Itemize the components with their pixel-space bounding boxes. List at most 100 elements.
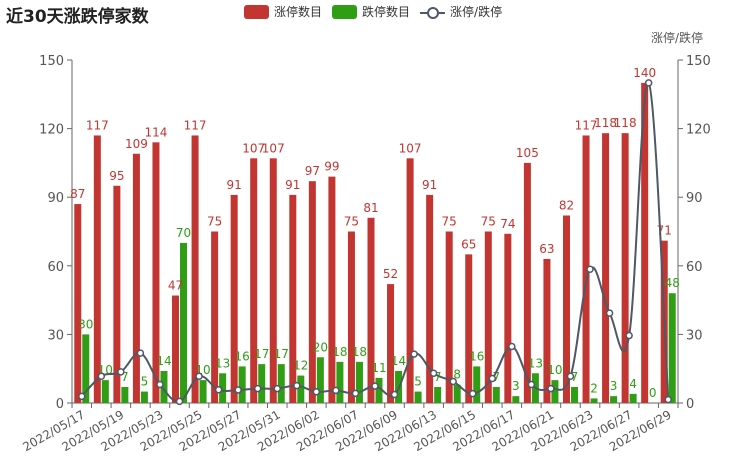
bar-limit-up-1 — [93, 135, 101, 403]
y-tick-label-right: 90 — [686, 191, 703, 206]
bar-limit-down-14 — [355, 361, 363, 403]
bar-limit-up-12 — [308, 181, 316, 403]
bar-label-limit-up-6: 117 — [184, 118, 207, 132]
bar-label-limit-up-12: 97 — [305, 164, 320, 178]
ratio-point-7 — [214, 385, 223, 394]
legend-swatch-ratio — [420, 5, 446, 19]
bar-limit-up-22 — [504, 233, 512, 403]
bar-label-limit-down-28: 4 — [629, 377, 637, 391]
bar-limit-up-7 — [211, 231, 219, 403]
ratio-point-16 — [390, 390, 399, 399]
bar-label-limit-down-7: 13 — [215, 356, 230, 370]
bar-label-limit-down-24: 10 — [547, 363, 562, 377]
ratio-point-0 — [78, 392, 86, 401]
bar-label-limit-up-15: 81 — [363, 201, 378, 215]
bar-limit-down-13 — [336, 361, 344, 403]
bar-label-limit-down-23: 13 — [528, 356, 543, 370]
ratio-point-18 — [429, 369, 438, 378]
bar-label-limit-down-16: 14 — [391, 354, 406, 368]
bar-label-limit-down-9: 17 — [254, 347, 269, 361]
bar-label-limit-up-22: 74 — [500, 217, 515, 231]
bar-label-limit-down-20: 16 — [469, 349, 484, 363]
bar-label-limit-down-0: 30 — [78, 317, 93, 331]
bar-limit-down-22 — [512, 396, 520, 403]
ratio-point-10 — [273, 384, 282, 393]
bar-limit-down-28 — [629, 393, 637, 403]
bar-label-limit-down-10: 17 — [274, 347, 289, 361]
y-tick-label-left: 150 — [39, 54, 64, 69]
ratio-line — [81, 81, 670, 403]
ratio-point-27 — [605, 309, 614, 317]
bar-limit-down-24 — [551, 380, 559, 403]
bar-limit-up-15 — [367, 217, 375, 403]
ratio-point-5 — [175, 397, 184, 406]
bar-limit-down-3 — [140, 391, 148, 403]
bar-limit-down-21 — [492, 386, 500, 403]
bar-label-limit-up-16: 52 — [383, 267, 398, 281]
legend-swatch-limit-down — [332, 4, 358, 19]
bar-label-limit-down-2: 7 — [121, 370, 129, 384]
bar-limit-down-6 — [199, 380, 207, 403]
y-tick-label-right: 60 — [686, 260, 703, 275]
bar-limit-up-2 — [113, 185, 121, 403]
bar-label-limit-up-20: 65 — [461, 237, 476, 251]
bar-label-limit-down-29: 0 — [649, 386, 657, 400]
legend-item-ratio[interactable]: 涨停/跌停 — [420, 3, 502, 20]
bar-limit-down-18 — [434, 386, 442, 403]
bar-label-limit-up-8: 91 — [227, 178, 242, 192]
bar-label-limit-up-1: 117 — [86, 118, 109, 132]
bar-label-limit-down-26: 2 — [590, 381, 598, 395]
ratio-point-2 — [117, 368, 125, 376]
bar-limit-up-20 — [465, 254, 473, 403]
bar-label-limit-up-5: 47 — [168, 279, 183, 293]
bar-limit-up-14 — [347, 231, 355, 403]
bar-limit-down-19 — [453, 384, 461, 403]
ratio-point-17 — [410, 350, 418, 358]
legend-label-ratio: 涨停/跌停 — [450, 5, 503, 19]
bar-label-limit-up-7: 75 — [207, 215, 222, 229]
bar-limit-down-9 — [258, 364, 266, 403]
bar-limit-up-26 — [582, 135, 590, 403]
bar-limit-down-2 — [121, 386, 129, 403]
bar-label-limit-up-24: 63 — [539, 242, 554, 256]
bar-label-limit-down-14: 18 — [352, 345, 367, 359]
bar-limit-down-12 — [316, 357, 324, 403]
bar-limit-down-17 — [414, 391, 422, 403]
ratio-point-3 — [136, 349, 145, 357]
bar-limit-down-25 — [570, 386, 578, 403]
y-tick-label-left: 30 — [47, 328, 64, 343]
bar-label-limit-down-11: 12 — [293, 359, 308, 373]
bar-limit-up-29 — [641, 82, 649, 403]
bar-limit-down-4 — [160, 370, 168, 403]
bar-label-limit-down-22: 3 — [512, 379, 520, 393]
y-tick-label-left: 60 — [47, 260, 64, 275]
bar-limit-up-21 — [484, 231, 492, 403]
bar-label-limit-up-13: 99 — [324, 160, 339, 174]
bar-limit-up-18 — [426, 194, 434, 403]
bar-label-limit-down-8: 16 — [235, 349, 250, 363]
y-tick-label-right: 0 — [686, 397, 694, 412]
y-tick-label-right: 150 — [686, 54, 711, 69]
bar-limit-up-27 — [602, 133, 610, 403]
bar-label-limit-down-4: 14 — [156, 354, 171, 368]
ratio-point-8 — [234, 386, 242, 394]
bar-label-limit-down-30: 48 — [665, 276, 680, 290]
ratio-point-21 — [488, 374, 497, 383]
bar-limit-up-5 — [172, 295, 180, 403]
legend-swatch-limit-up — [244, 4, 269, 19]
ratio-point-23 — [527, 380, 536, 389]
bar-limit-up-24 — [543, 258, 551, 403]
bar-label-limit-down-5: 70 — [176, 226, 191, 240]
bar-limit-up-13 — [328, 176, 336, 403]
bar-limit-up-16 — [387, 284, 395, 403]
ratio-point-24 — [547, 384, 555, 393]
legend-item-limit-down[interactable]: 跌停数目 — [332, 3, 410, 20]
y-tick-label-left: 120 — [39, 123, 64, 138]
bar-label-limit-up-9: 107 — [242, 141, 265, 155]
bar-limit-up-23 — [523, 162, 531, 403]
bar-limit-down-11 — [297, 375, 305, 403]
bar-label-limit-up-10: 107 — [262, 141, 285, 155]
legend-item-limit-up[interactable]: 涨停数目 — [244, 3, 322, 20]
bar-label-limit-up-2: 95 — [109, 169, 124, 183]
